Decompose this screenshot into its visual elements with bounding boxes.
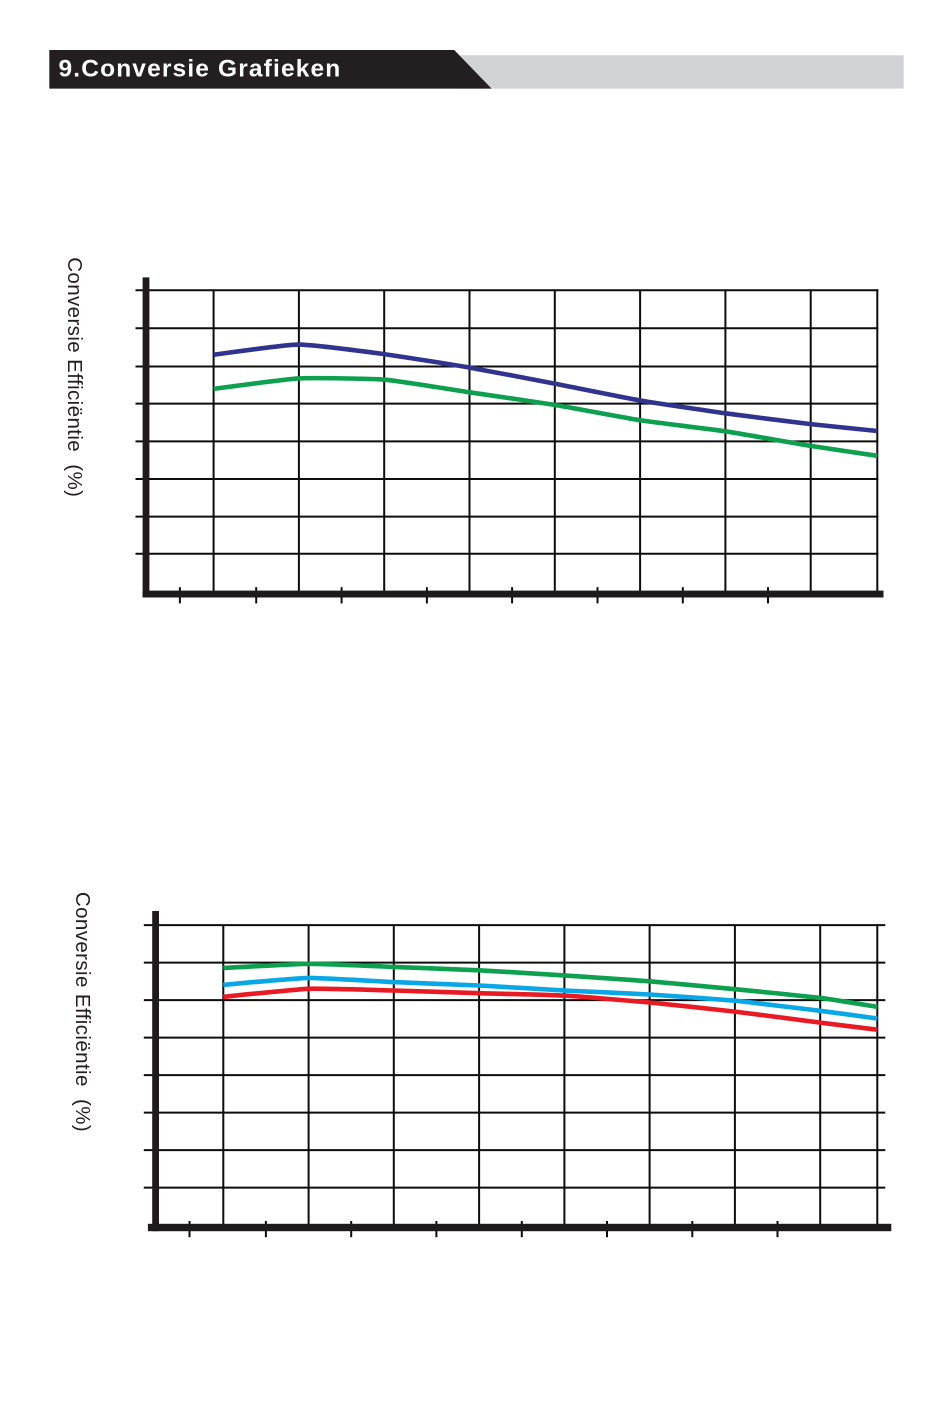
svg-text:9.Conversie Grafieken: 9.Conversie Grafieken (59, 56, 342, 83)
svg-text:Conversie Efficiëntie (%): Conversie Efficiëntie (%) (63, 257, 86, 497)
svg-text:Conversie Efficiëntie (%): Conversie Efficiëntie (%) (71, 892, 94, 1132)
